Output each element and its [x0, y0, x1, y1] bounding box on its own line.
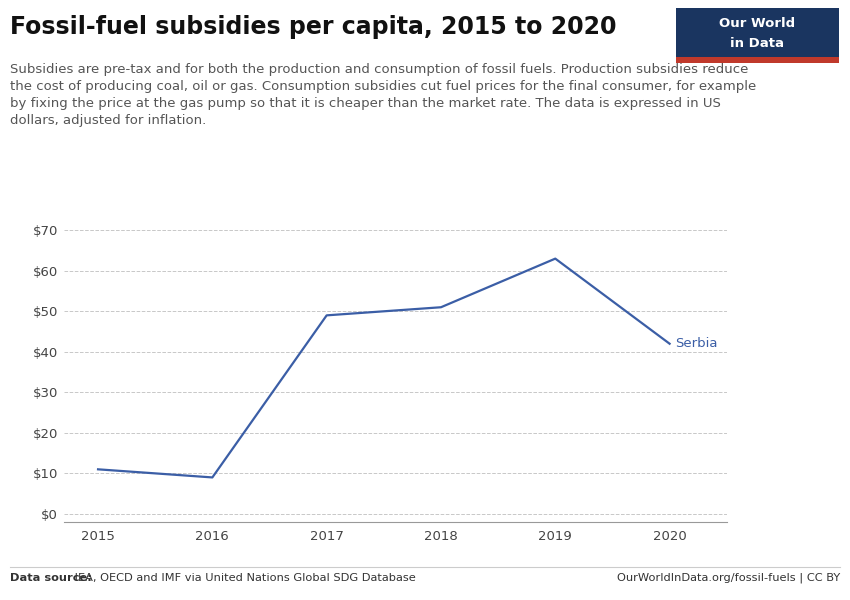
Text: Data source:: Data source:	[10, 573, 92, 583]
Text: in Data: in Data	[730, 37, 785, 50]
Text: Our World: Our World	[719, 17, 796, 30]
Text: IEA, OECD and IMF via United Nations Global SDG Database: IEA, OECD and IMF via United Nations Glo…	[71, 573, 416, 583]
Text: Fossil-fuel subsidies per capita, 2015 to 2020: Fossil-fuel subsidies per capita, 2015 t…	[10, 15, 617, 39]
Text: OurWorldInData.org/fossil-fuels | CC BY: OurWorldInData.org/fossil-fuels | CC BY	[616, 572, 840, 583]
Text: Serbia: Serbia	[675, 337, 717, 350]
Text: Subsidies are pre-tax and for both the production and consumption of fossil fuel: Subsidies are pre-tax and for both the p…	[10, 63, 756, 127]
